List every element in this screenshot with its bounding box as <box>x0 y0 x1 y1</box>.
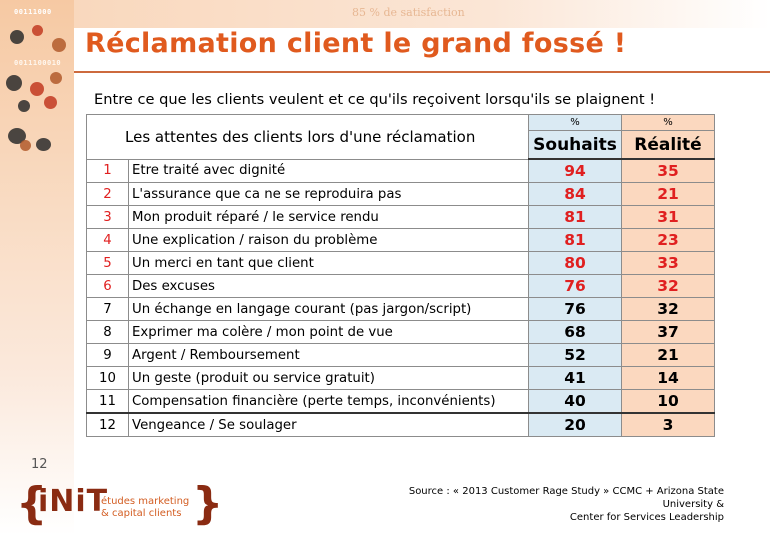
row-number: 10 <box>86 366 129 390</box>
percent-label-souhaits: % <box>528 114 622 131</box>
row-label: Vengeance / Se soulager <box>128 412 529 437</box>
crowd-figure-icon <box>6 75 22 91</box>
row-label: L'assurance que ca ne se reproduira pas <box>128 182 529 206</box>
table-row: 3 Mon produit réparé / le service rendu 81… <box>86 205 715 229</box>
row-label: Des excuses <box>128 274 529 298</box>
crowd-figure-icon <box>50 72 62 84</box>
logo-brand: iNiT <box>38 484 109 519</box>
table-header-label: Les attentes des clients lors d'une récl… <box>86 114 529 160</box>
souhaits-value: 81 <box>528 205 622 229</box>
realite-value: 35 <box>621 158 715 183</box>
souhaits-value: 81 <box>528 228 622 252</box>
crowd-figure-icon <box>10 30 24 44</box>
realite-value: 31 <box>621 205 715 229</box>
table-row: 7 Un échange en langage courant (pas jarg… <box>86 297 715 321</box>
table-row: 2 L'assurance que ca ne se reproduira pas… <box>86 182 715 206</box>
crowd-figure-icon <box>52 38 66 52</box>
row-label: Exprimer ma colère / mon point de vue <box>128 320 529 344</box>
row-label: Compensation financière (perte temps, in… <box>128 389 529 414</box>
realite-value: 21 <box>621 343 715 367</box>
row-label: Argent / Remboursement <box>128 343 529 367</box>
souhaits-value: 84 <box>528 182 622 206</box>
crowd-figure-icon <box>32 25 43 36</box>
table-row: 6 Des excuses 76 32 <box>86 274 715 298</box>
realite-value: 32 <box>621 274 715 298</box>
souhaits-value: 41 <box>528 366 622 390</box>
binary-fragment: 0011100010 <box>14 59 62 67</box>
table-row: 5 Un merci en tant que client 80 33 <box>86 251 715 275</box>
row-number: 5 <box>86 251 129 275</box>
faint-background-text: 85 % de satisfaction <box>352 6 465 19</box>
souhaits-value: 76 <box>528 274 622 298</box>
realite-value: 3 <box>621 412 715 437</box>
right-brace-icon: } <box>192 478 224 529</box>
realite-value: 37 <box>621 320 715 344</box>
souhaits-value: 80 <box>528 251 622 275</box>
row-number: 1 <box>86 158 129 183</box>
crowd-figure-icon <box>20 140 31 151</box>
souhaits-value: 68 <box>528 320 622 344</box>
source-line: Center for Services Leadership <box>569 512 724 523</box>
row-number: 11 <box>86 389 129 414</box>
title-divider <box>74 71 770 73</box>
crowd-figure-icon <box>18 100 30 112</box>
binary-fragment: 00111000 <box>14 8 52 16</box>
row-label: Etre traité avec dignité <box>128 158 529 183</box>
table-row: 12 Vengeance / Se soulager 20 3 <box>86 412 715 437</box>
souhaits-value: 20 <box>528 412 622 437</box>
row-label: Mon produit réparé / le service rendu <box>128 205 529 229</box>
row-label: Une explication / raison du problème <box>128 228 529 252</box>
row-number: 6 <box>86 274 129 298</box>
row-number: 4 <box>86 228 129 252</box>
souhaits-value: 52 <box>528 343 622 367</box>
row-label: Un geste (produit ou service gratuit) <box>128 366 529 390</box>
row-number: 12 <box>86 412 129 437</box>
page-number: 12 <box>31 457 48 472</box>
crowd-figure-icon <box>36 138 51 151</box>
table-row: 11 Compensation financière (perte temps, … <box>86 389 715 414</box>
table-row: 10 Un geste (produit ou service gratuit) 4… <box>86 366 715 390</box>
realite-value: 33 <box>621 251 715 275</box>
column-header-souhaits: Souhaits <box>528 130 622 160</box>
row-label: Un échange en langage courant (pas jargo… <box>128 297 529 321</box>
souhaits-value: 94 <box>528 158 622 183</box>
row-number: 2 <box>86 182 129 206</box>
table-header-row: Souhaits Réalité <box>87 130 715 160</box>
table-row: 9 Argent / Remboursement 52 21 <box>86 343 715 367</box>
realite-value: 32 <box>621 297 715 321</box>
souhaits-value: 76 <box>528 297 622 321</box>
realite-value: 10 <box>621 389 715 414</box>
crowd-figure-icon <box>44 96 57 109</box>
row-number: 7 <box>86 297 129 321</box>
init-logo: { iNiT études marketing & capital client… <box>16 478 223 529</box>
realite-value: 21 <box>621 182 715 206</box>
source-line: Source : « 2013 Customer Rage Study » CC… <box>408 486 724 510</box>
table-row: 4 Une explication / raison du problème 81 2… <box>86 228 715 252</box>
row-number: 9 <box>86 343 129 367</box>
percent-label-realite: % <box>621 114 715 131</box>
claims-table: Les attentes des clients lors d'une récl… <box>86 114 715 437</box>
logo-tagline-2: & capital clients <box>101 508 182 519</box>
row-number: 3 <box>86 205 129 229</box>
slide-title: Réclamation client le grand fossé ! <box>85 28 627 59</box>
row-label: Un merci en tant que client <box>128 251 529 275</box>
row-number: 8 <box>86 320 129 344</box>
table-row: 8 Exprimer ma colère / mon point de vue 68… <box>86 320 715 344</box>
table-row: 1 Etre traité avec dignité 94 35 <box>86 158 715 183</box>
realite-value: 23 <box>621 228 715 252</box>
crowd-figure-icon <box>30 82 44 96</box>
top-decoration-strip <box>74 0 770 28</box>
logo-tagline-1: études marketing <box>101 496 190 507</box>
slide-subtitle: Entre ce que les clients veulent et ce q… <box>94 91 656 108</box>
table-header-row-percent: Les attentes des clients lors d'une récl… <box>86 114 715 160</box>
souhaits-value: 40 <box>528 389 622 414</box>
realite-value: 14 <box>621 366 715 390</box>
source-citation: Source : « 2013 Customer Rage Study » CC… <box>366 485 724 524</box>
left-brace-icon: { <box>16 478 48 529</box>
column-header-realite: Réalité <box>621 130 715 160</box>
